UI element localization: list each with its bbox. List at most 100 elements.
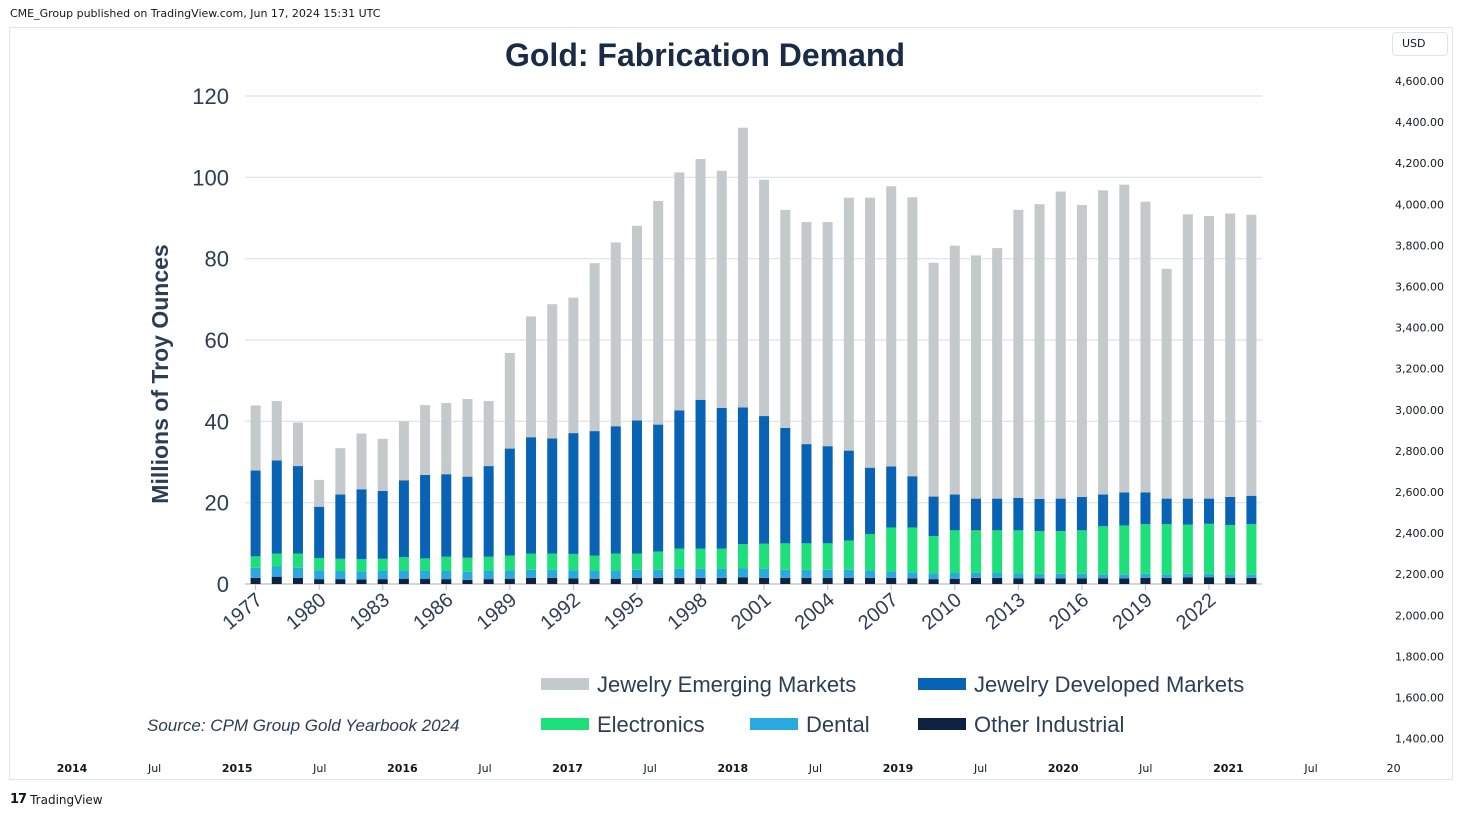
bar-jewelry-developed-markets-2012 (992, 498, 1003, 531)
bar-jewelry-emerging-markets-2013 (1013, 209, 1024, 498)
bar-other-industrial-1998 (695, 577, 706, 584)
bar-dental-2008 (907, 572, 918, 579)
bar-jewelry-emerging-markets-2002 (780, 209, 791, 428)
bar-jewelry-emerging-markets-2019 (1140, 201, 1151, 493)
bar-dental-1986 (441, 570, 452, 580)
bar-electronics-2003 (801, 543, 812, 570)
bar-jewelry-emerging-markets-1982 (356, 433, 367, 490)
bar-other-industrial-2011 (970, 577, 981, 584)
bar-electronics-2000 (737, 544, 748, 569)
bar-jewelry-emerging-markets-1985 (420, 405, 431, 476)
bar-jewelry-developed-markets-1997 (674, 410, 685, 549)
currency-selector[interactable]: USD (1392, 32, 1448, 56)
x-tick-label: 1986 (409, 589, 457, 634)
bar-jewelry-emerging-markets-2011 (970, 255, 981, 499)
bar-jewelry-developed-markets-2000 (737, 407, 748, 545)
bar-jewelry-developed-markets-1995 (631, 420, 642, 554)
bar-other-industrial-1981 (335, 579, 346, 584)
bar-dental-2014 (1034, 573, 1045, 579)
bar-dental-1999 (716, 568, 727, 578)
bar-dental-2007 (886, 571, 897, 578)
legend-label: Dental (806, 712, 870, 737)
bar-dental-2017 (1098, 574, 1109, 579)
tradingview-logo-icon: 17 (10, 792, 27, 807)
bar-jewelry-emerging-markets-2015 (1055, 191, 1066, 499)
source-annotation: Source: CPM Group Gold Yearbook 2024 (147, 716, 459, 735)
bar-electronics-2010 (949, 530, 960, 574)
bar-jewelry-emerging-markets-2017 (1098, 190, 1109, 495)
bar-other-industrial-2015 (1055, 578, 1066, 584)
bar-jewelry-developed-markets-1986 (441, 474, 452, 557)
bar-other-industrial-2009 (928, 579, 939, 584)
bar-dental-1983 (377, 570, 388, 580)
bar-electronics-1978 (271, 553, 282, 567)
bar-electronics-2012 (992, 530, 1003, 574)
bar-dental-1988 (483, 570, 494, 580)
bar-jewelry-developed-markets-2005 (843, 450, 854, 541)
bar-dental-1981 (335, 570, 346, 580)
bar-electronics-1995 (631, 553, 642, 570)
bar-dental-2015 (1055, 573, 1066, 579)
time-scale-label: 2017 (552, 762, 583, 775)
time-scale-label: 2021 (1213, 762, 1244, 775)
price-scale-label: 4,400.00 (1395, 116, 1444, 129)
bar-other-industrial-1980 (314, 579, 325, 584)
bar-dental-2021 (1182, 573, 1193, 578)
price-scale-label: 4,200.00 (1395, 157, 1444, 170)
price-scale-label: 1,600.00 (1395, 692, 1444, 705)
bar-jewelry-emerging-markets-2023 (1225, 213, 1236, 497)
bar-other-industrial-1982 (356, 579, 367, 584)
bar-jewelry-emerging-markets-1987 (462, 398, 473, 477)
legend-swatch (750, 718, 798, 730)
bar-jewelry-developed-markets-1982 (356, 489, 367, 560)
bar-jewelry-developed-markets-2020 (1161, 498, 1172, 525)
x-tick-label: 1992 (536, 589, 584, 634)
bar-electronics-1985 (420, 558, 431, 571)
time-scale-label: Jul (643, 762, 657, 775)
bar-jewelry-developed-markets-1992 (568, 433, 579, 554)
bar-dental-1994 (610, 570, 621, 579)
bar-jewelry-developed-markets-2007 (886, 466, 897, 528)
bar-jewelry-emerging-markets-1993 (589, 263, 600, 432)
bar-dental-2020 (1161, 574, 1172, 578)
time-scale-label: Jul (1303, 762, 1317, 775)
bar-jewelry-emerging-markets-1999 (716, 170, 727, 408)
bar-jewelry-developed-markets-2018 (1119, 492, 1130, 526)
bar-electronics-1993 (589, 555, 600, 571)
bar-dental-2023 (1225, 574, 1236, 578)
bar-dental-1993 (589, 570, 600, 579)
bar-electronics-2015 (1055, 531, 1066, 574)
bar-other-industrial-2010 (949, 578, 960, 584)
bar-jewelry-emerging-markets-2016 (1076, 204, 1087, 497)
bar-other-industrial-1997 (674, 577, 685, 584)
bar-other-industrial-1996 (653, 577, 664, 584)
bar-jewelry-emerging-markets-2012 (992, 248, 1003, 499)
bar-jewelry-developed-markets-1989 (504, 448, 515, 556)
bar-jewelry-developed-markets-2013 (1013, 497, 1024, 531)
x-tick-label: 2001 (727, 589, 775, 634)
bar-other-industrial-1989 (504, 578, 515, 584)
x-tick-label: 2013 (981, 589, 1029, 634)
footer-brand[interactable]: 17 TradingView (10, 792, 103, 807)
chart-title: Gold: Fabrication Demand (505, 37, 905, 73)
bar-jewelry-developed-markets-1981 (335, 494, 346, 559)
bar-electronics-2009 (928, 536, 939, 574)
x-tick-label: 2019 (1108, 589, 1156, 634)
x-tick-label: 2004 (791, 589, 839, 634)
bar-dental-2006 (865, 570, 876, 578)
time-scale-label: 2020 (1048, 762, 1079, 775)
bar-jewelry-developed-markets-1980 (314, 506, 325, 558)
bar-jewelry-emerging-markets-1984 (398, 421, 409, 481)
price-scale-label: 2,800.00 (1395, 445, 1444, 458)
bar-electronics-2016 (1076, 530, 1087, 574)
bar-electronics-2007 (886, 527, 897, 572)
bar-jewelry-emerging-markets-1996 (653, 200, 664, 425)
bar-jewelry-developed-markets-2001 (759, 416, 770, 544)
bar-jewelry-emerging-markets-1980 (314, 479, 325, 507)
bar-dental-1996 (653, 569, 664, 578)
bar-electronics-2014 (1034, 531, 1045, 574)
legend-swatch (541, 678, 589, 690)
bar-other-industrial-1987 (462, 579, 473, 584)
chart-frame (9, 27, 1453, 780)
bar-electronics-2022 (1204, 523, 1215, 574)
